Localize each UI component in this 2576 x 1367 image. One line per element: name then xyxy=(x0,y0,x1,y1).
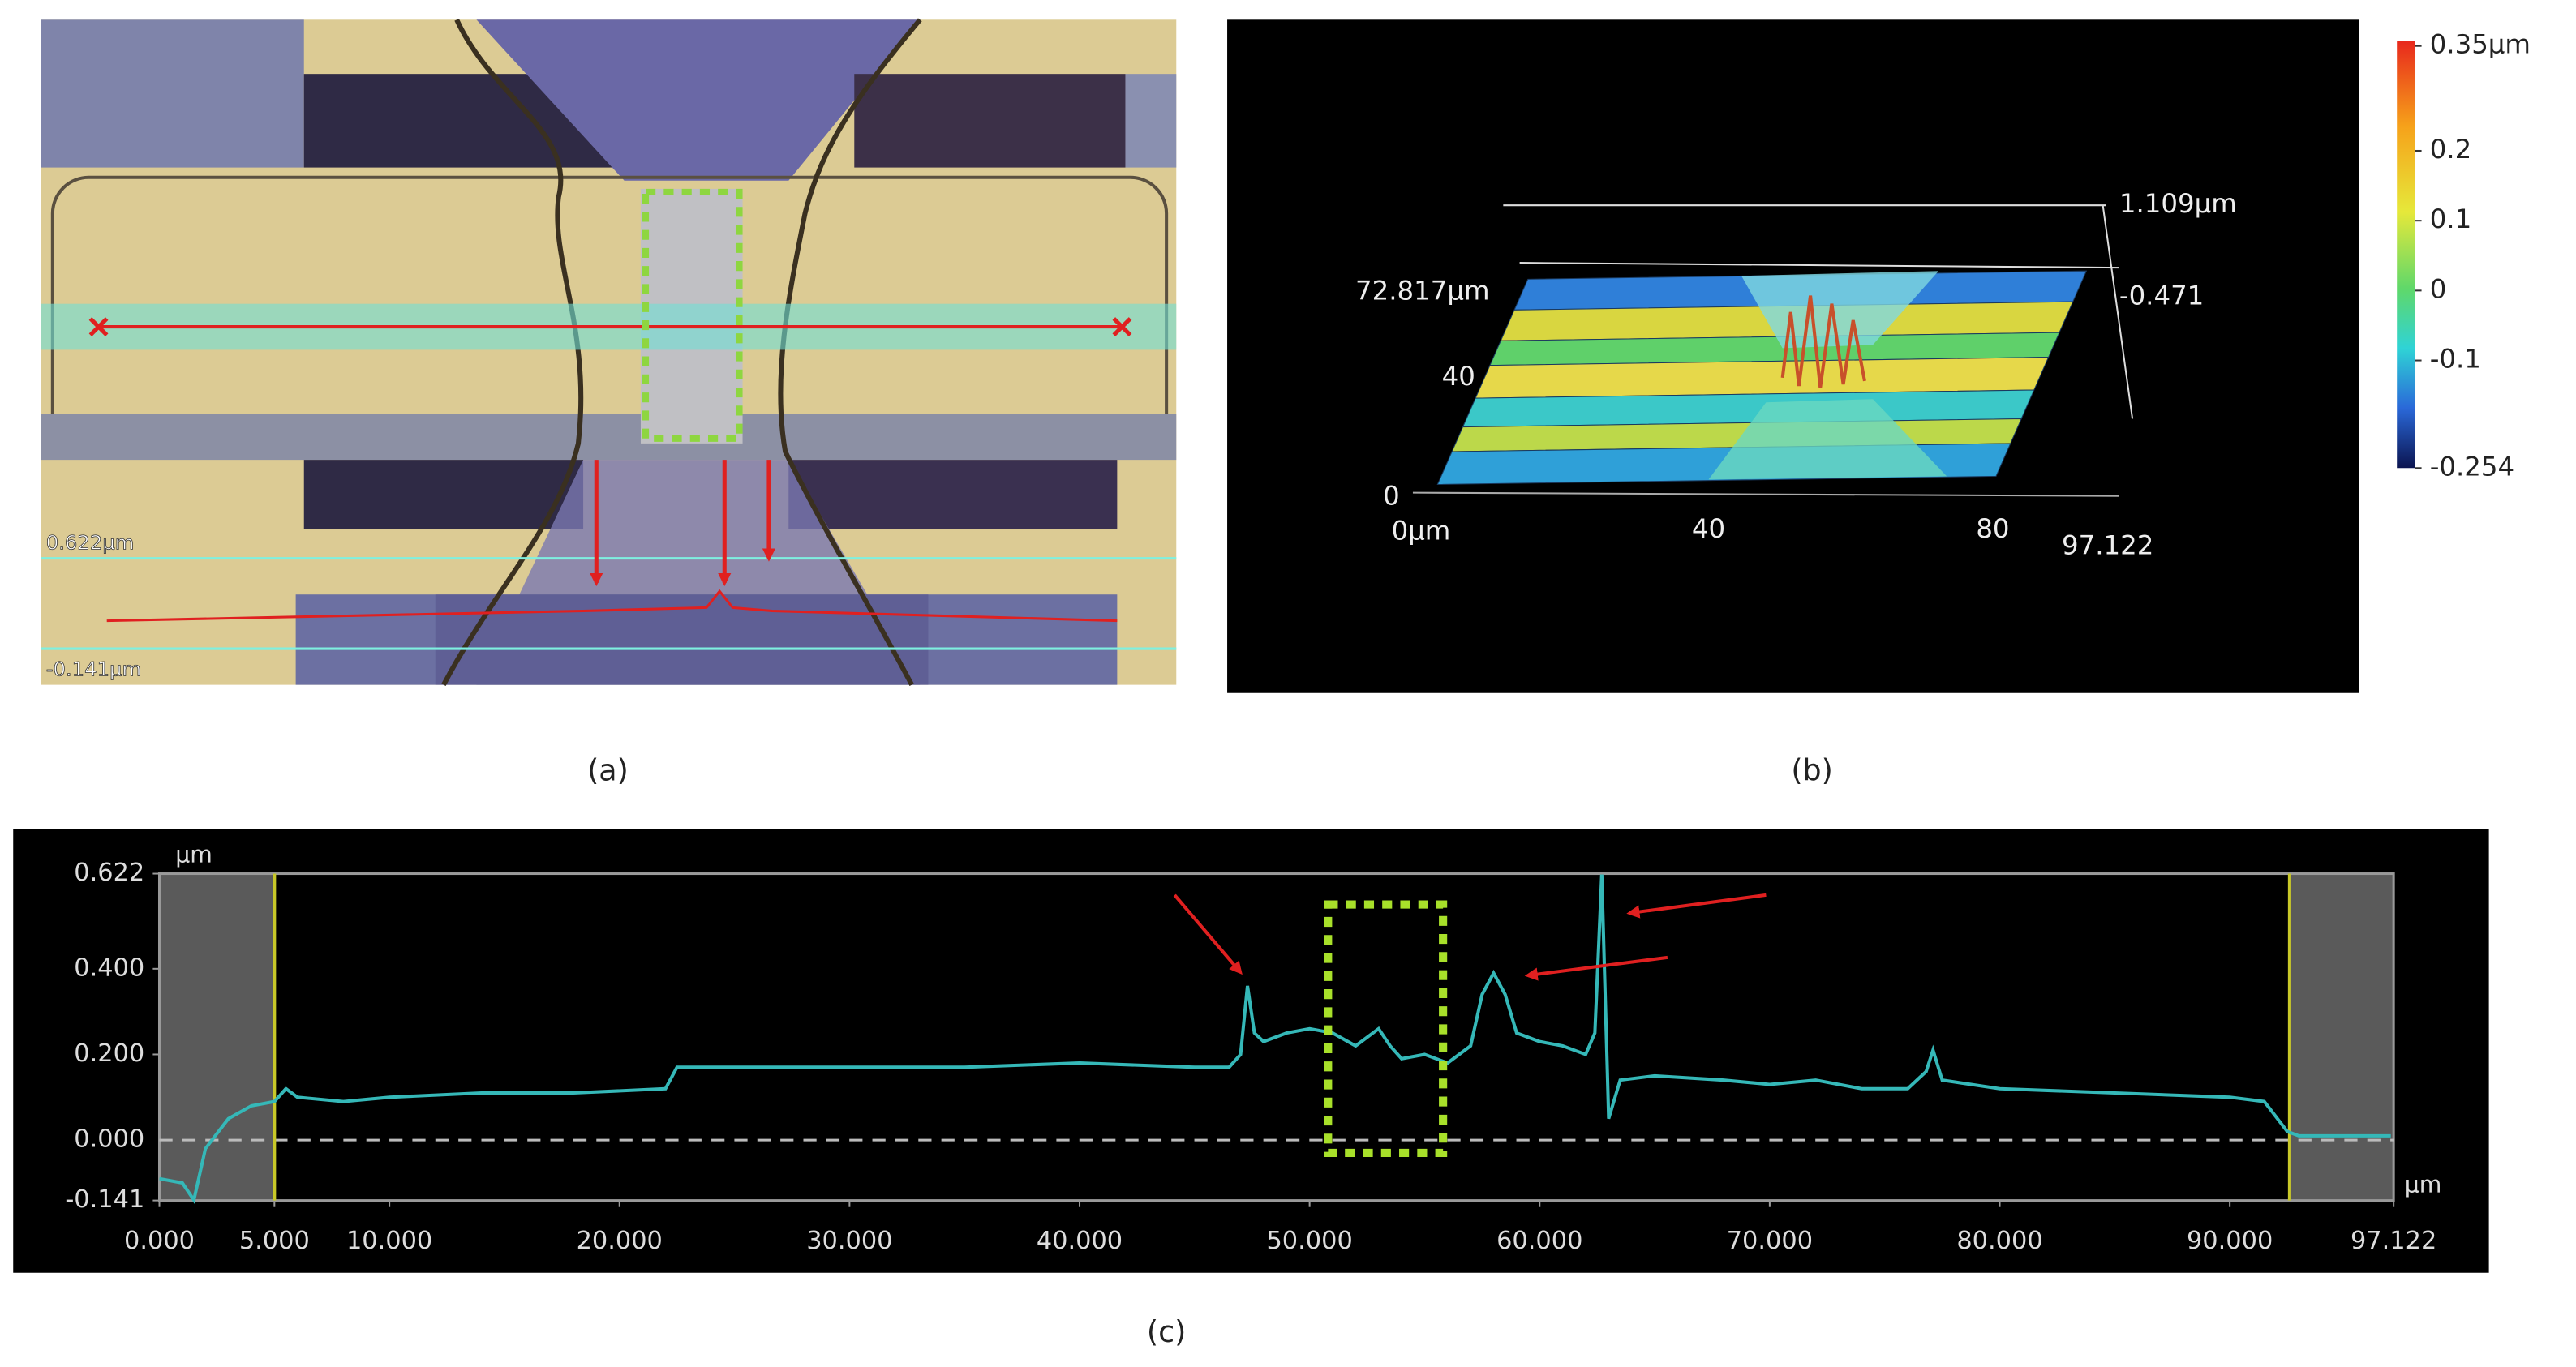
colorbar-tick-label: 0.35µm xyxy=(2430,29,2531,60)
profile-endpoint xyxy=(1112,317,1132,336)
axis-line xyxy=(1412,491,2119,497)
x-tick-label: 30.000 xyxy=(806,1227,892,1255)
surface-axis-label: 40 xyxy=(1442,361,1475,392)
colorbar-tick-label: 0.1 xyxy=(2430,204,2472,234)
surface-axis-label: 97.122 xyxy=(2062,529,2153,560)
surface-axis-label: 0 xyxy=(1383,481,1400,512)
colorbar-tick-label: 0 xyxy=(2430,273,2447,304)
y-tick-label: 0.200 xyxy=(74,1039,144,1068)
x-unit: µm xyxy=(2405,1171,2442,1198)
y-tick-label: -0.141 xyxy=(65,1185,144,1214)
middle-bar xyxy=(41,414,1177,461)
x-tick-label: 10.000 xyxy=(346,1227,432,1255)
x-tick-label: 70.000 xyxy=(1727,1227,1813,1255)
masked-right xyxy=(2289,873,2394,1201)
chart-background xyxy=(13,829,2489,1273)
top-band-left xyxy=(41,19,304,168)
panel-label: (b) xyxy=(1791,752,1833,787)
highlight-box xyxy=(642,188,743,442)
arrow xyxy=(1626,893,1767,919)
surface-axis-label: 80 xyxy=(1976,513,2009,544)
arrow xyxy=(1524,955,1668,981)
surface-axis-label: 1.109µm xyxy=(2119,188,2237,219)
highlight-box xyxy=(1324,900,1448,1158)
panel-label: (a) xyxy=(587,752,629,787)
surface-rough xyxy=(1780,295,1866,388)
x-tick-label: 20.000 xyxy=(577,1227,663,1255)
y-tick-label: 0.000 xyxy=(74,1125,144,1154)
x-tick-label: 80.000 xyxy=(1956,1227,2042,1255)
masked-left xyxy=(159,873,275,1201)
top-band-dark-right xyxy=(854,74,1126,168)
bottom-dark-left xyxy=(303,460,584,529)
surface-axis-label: 0µm xyxy=(1392,515,1451,546)
axis-line xyxy=(2102,205,2134,419)
x-tick-label: 50.000 xyxy=(1266,1227,1352,1255)
panel-c: 0.622 0.400 0.200 0.000 -0.141 0.000 5.000 10.0… xyxy=(13,829,2489,1273)
panel-a: 0.622µm -0.141µm xyxy=(41,18,1177,687)
overlay-profile xyxy=(106,589,1118,623)
surface-axis-label: -0.471 xyxy=(2119,281,2204,311)
x-tick-label: 90.000 xyxy=(2187,1227,2273,1255)
bottom-dark-right xyxy=(788,460,1118,529)
panel-b: 0.35µm 0.2 0.1 0 -0.1 -0.254 1.109µm -0.471 72.8… xyxy=(1227,19,2531,693)
colorbar-tick-label: -0.254 xyxy=(2430,451,2514,482)
surface-axis-label: 40 xyxy=(1692,513,1725,544)
x-tick-label: 97.122 xyxy=(2351,1227,2436,1255)
x-tick-label: 40.000 xyxy=(1037,1227,1123,1255)
colorbar-tick-label: -0.1 xyxy=(2430,344,2481,375)
y-tick-label: 0.400 xyxy=(74,953,144,982)
surface-axis-label: 72.817µm xyxy=(1355,276,1490,306)
x-tick-label: 0.000 xyxy=(124,1227,195,1255)
profile-label: 0.622µm xyxy=(46,530,135,554)
top-channel xyxy=(476,19,921,181)
x-tick-label: 60.000 xyxy=(1496,1227,1582,1255)
profile-label: -0.141µm xyxy=(46,657,141,680)
colorbar xyxy=(2397,41,2415,469)
panel-label: (c) xyxy=(1147,1314,1186,1349)
axis-line xyxy=(1519,262,2119,269)
arrow xyxy=(1173,893,1243,975)
plot-frame xyxy=(157,872,2395,1202)
surface-channel xyxy=(1708,399,1947,480)
x-tick-label: 5.000 xyxy=(239,1227,310,1255)
top-band-right xyxy=(1125,74,1177,168)
y-unit: µm xyxy=(175,841,213,868)
profile-line xyxy=(159,874,2391,1204)
surface-channel xyxy=(1741,271,1939,349)
y-tick-label: 0.622 xyxy=(74,859,144,887)
colorbar-tick-label: 0.2 xyxy=(2430,134,2472,165)
bottom-band-dark xyxy=(435,594,929,685)
profile-endpoint xyxy=(88,317,109,336)
